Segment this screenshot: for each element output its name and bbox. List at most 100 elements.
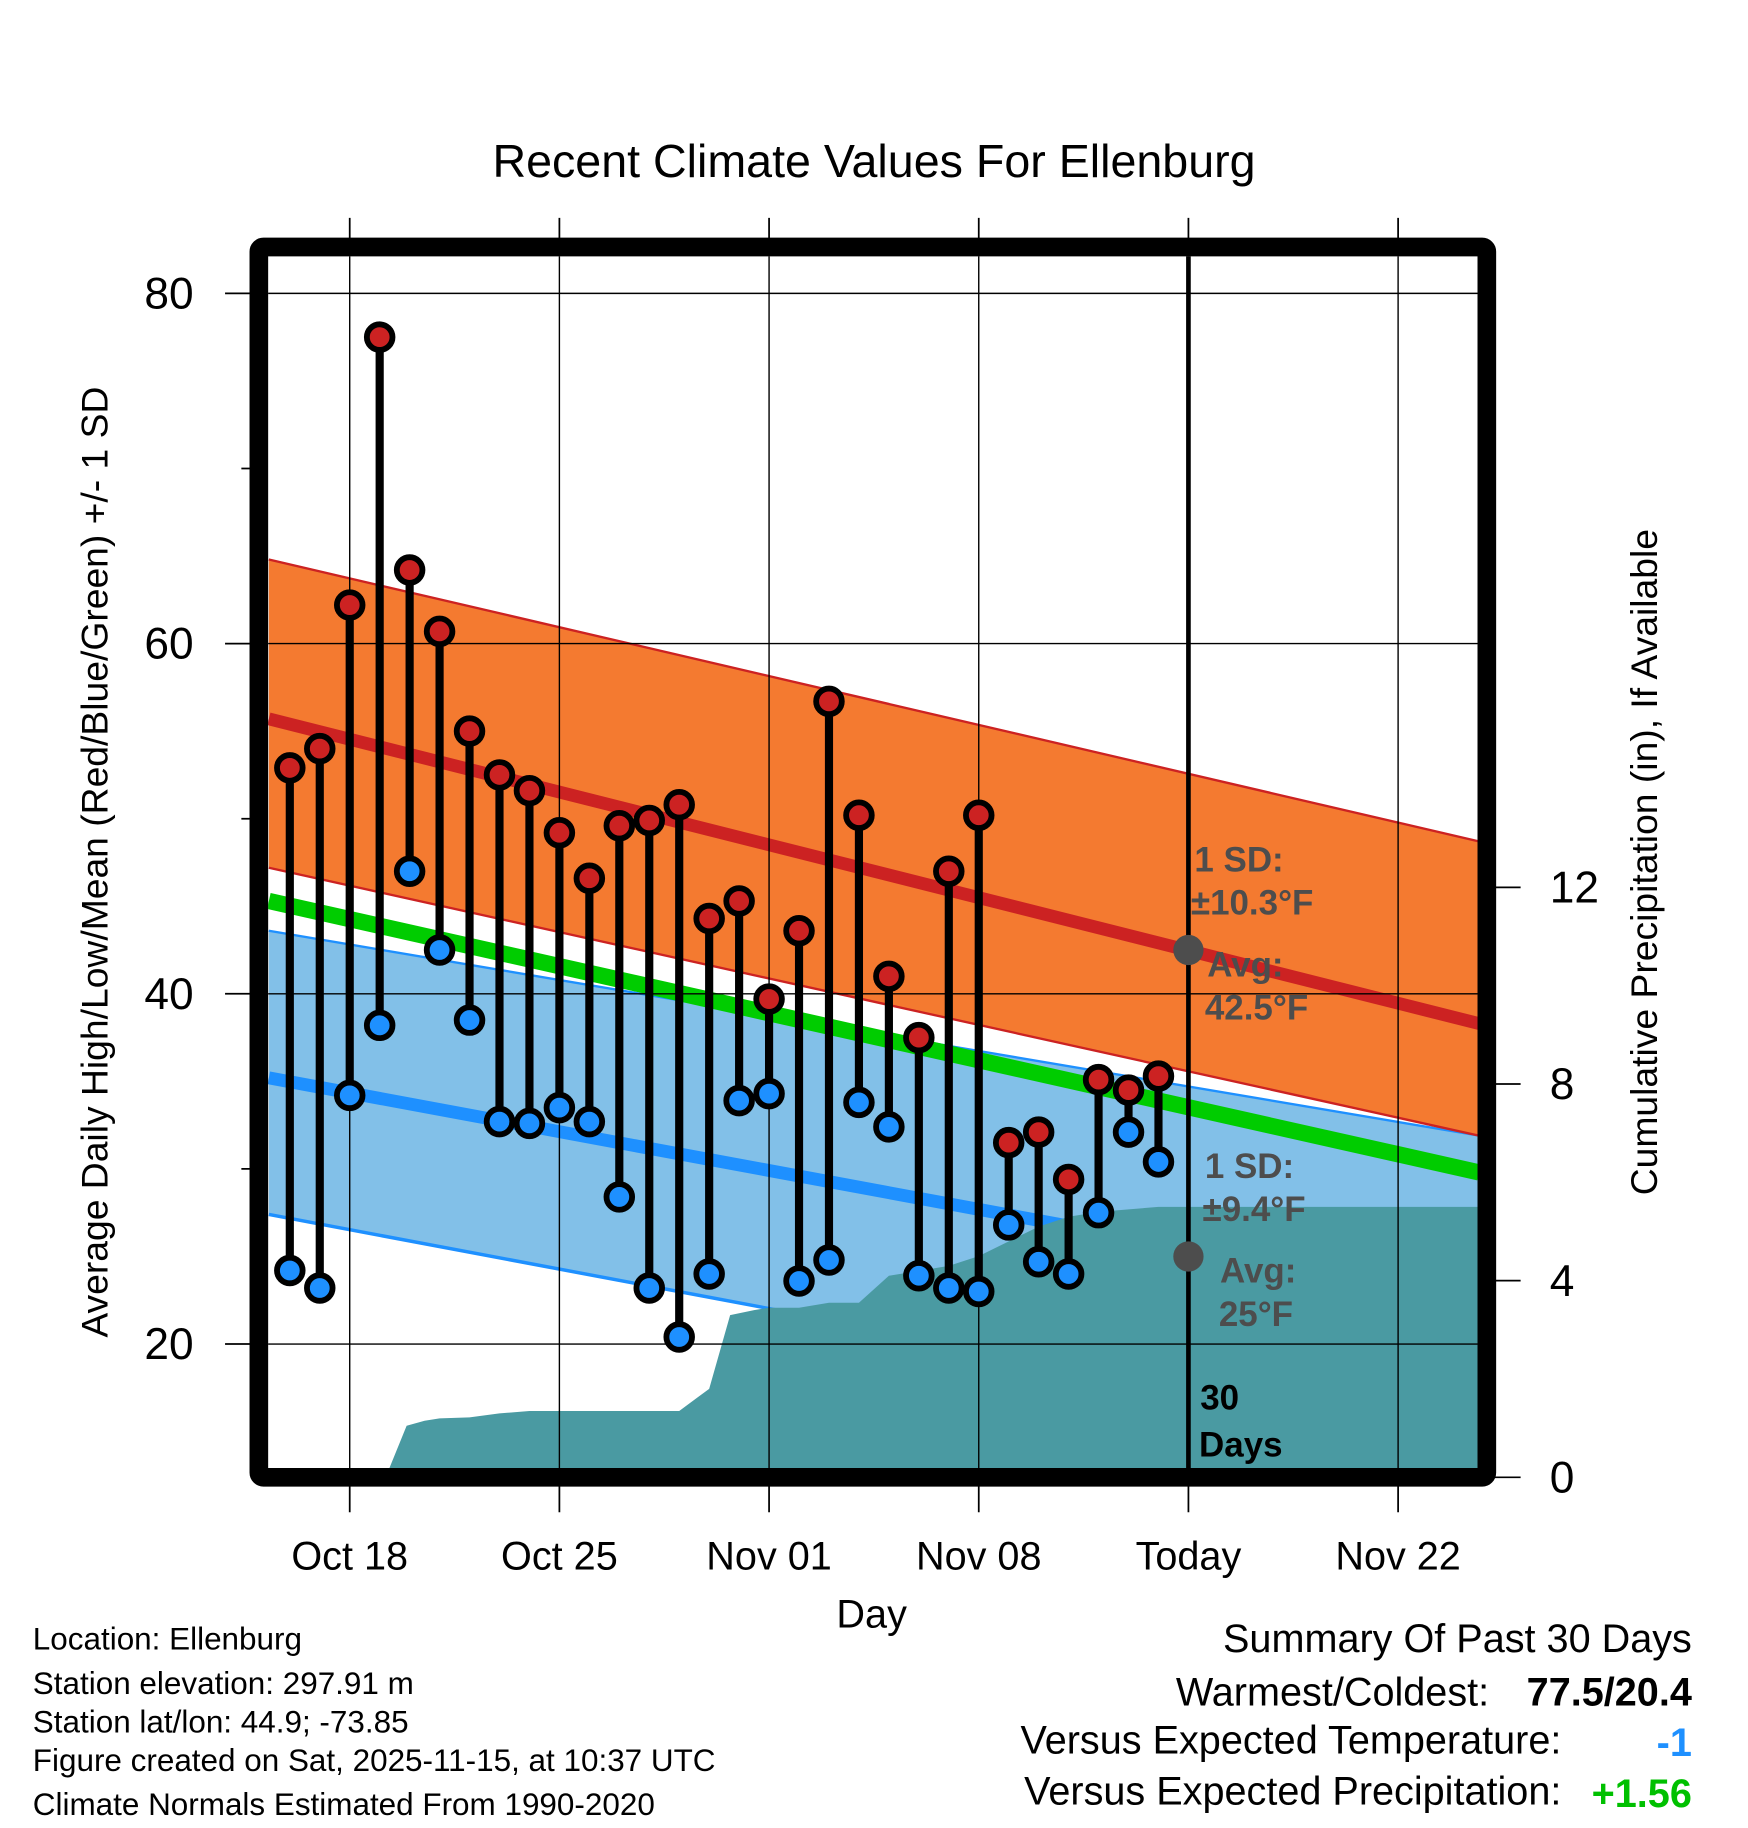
low-avg-value: 25°F bbox=[1219, 1295, 1293, 1334]
precip-label: Versus Expected Precipitation: bbox=[1024, 1770, 1561, 1814]
daily-high-point bbox=[274, 752, 306, 784]
daily-high-point bbox=[783, 915, 815, 947]
plot-frame bbox=[249, 237, 1497, 1487]
summary-title: Summary Of Past 30 Days bbox=[1223, 1617, 1692, 1661]
daily-low-point bbox=[573, 1105, 606, 1138]
annotations: 1 SD: ±10.3°F Avg: 42.5°F 1 SD: ±9.4°F A… bbox=[1191, 840, 1314, 1464]
daily-high-point bbox=[903, 1021, 935, 1054]
x-tick-label: Nov 08 bbox=[916, 1534, 1042, 1578]
high-avg-title: Avg: bbox=[1207, 945, 1283, 984]
y-tick-label: 80 bbox=[144, 270, 193, 319]
precip-area bbox=[388, 1206, 1478, 1471]
daily-low-point bbox=[333, 1079, 366, 1112]
daily-low-point bbox=[813, 1244, 845, 1276]
daily-high-point bbox=[1082, 1063, 1115, 1096]
daily-low-point bbox=[393, 855, 426, 887]
daily-high-point bbox=[873, 960, 905, 993]
daily-high-point bbox=[453, 715, 486, 747]
daily-high-point bbox=[393, 554, 426, 586]
low-sd-title: 1 SD: bbox=[1205, 1147, 1294, 1186]
daily-high-point bbox=[333, 589, 366, 621]
daily-high-point bbox=[992, 1126, 1025, 1159]
low-sd-value: ±9.4°F bbox=[1203, 1190, 1306, 1229]
daily-high-point bbox=[813, 685, 845, 718]
period-unit: Days bbox=[1199, 1425, 1283, 1464]
daily-low-point bbox=[1052, 1258, 1085, 1290]
daily-low-point bbox=[753, 1077, 785, 1110]
daily-low-point bbox=[873, 1111, 905, 1143]
footer-created: Figure created on Sat, 2025-11-15, at 10… bbox=[33, 1743, 716, 1778]
daily-low-point bbox=[603, 1181, 636, 1213]
y2-axis-label: Cumulative Precipitation (in), If Availa… bbox=[1623, 529, 1665, 1195]
daily-low-point bbox=[723, 1084, 755, 1117]
warmest-label: Warmest/Coldest: bbox=[1176, 1671, 1489, 1715]
y2-tick-label: 8 bbox=[1550, 1060, 1575, 1109]
daily-low-point bbox=[513, 1107, 546, 1140]
daily-high-point bbox=[483, 759, 516, 791]
period-number: 30 bbox=[1200, 1379, 1239, 1418]
daily-high-point bbox=[843, 799, 875, 831]
today-avg-high-marker bbox=[1173, 934, 1204, 966]
y2-tick-label: 12 bbox=[1550, 863, 1599, 912]
precip-value: +1.56 bbox=[1592, 1772, 1692, 1816]
summary: Summary Of Past 30 Days Warmest/Coldest:… bbox=[1020, 1617, 1691, 1816]
daily-high-point bbox=[304, 732, 336, 765]
x-tick-label: Nov 22 bbox=[1335, 1534, 1461, 1578]
daily-high-point bbox=[1112, 1074, 1145, 1106]
daily-low-point bbox=[783, 1265, 815, 1297]
daily-low-point bbox=[423, 934, 456, 966]
data-marks bbox=[274, 256, 1204, 1471]
daily-high-point bbox=[633, 804, 665, 837]
high-sd-value: ±10.3°F bbox=[1191, 884, 1314, 923]
daily-low-point bbox=[1022, 1245, 1055, 1278]
daily-high-point bbox=[963, 799, 995, 831]
daily-low-point bbox=[274, 1254, 306, 1287]
low-avg-title: Avg: bbox=[1220, 1252, 1296, 1291]
daily-low-point bbox=[483, 1105, 516, 1138]
daily-low-point bbox=[1082, 1196, 1115, 1229]
x-axis-label: Day bbox=[836, 1593, 907, 1637]
high-sd-title: 1 SD: bbox=[1194, 840, 1283, 879]
daily-low-point bbox=[453, 1004, 486, 1036]
daily-high-point bbox=[753, 983, 785, 1015]
y2-tick-label: 0 bbox=[1550, 1453, 1575, 1502]
daily-low-point bbox=[633, 1272, 665, 1304]
footer-latlon: Station lat/lon: 44.9; -73.85 bbox=[33, 1704, 409, 1739]
footer-normals: Climate Normals Estimated From 1990-2020 bbox=[33, 1787, 655, 1822]
warmest-value: 77.5/20.4 bbox=[1527, 1671, 1692, 1715]
daily-high-point bbox=[933, 855, 965, 887]
daily-low-point bbox=[903, 1260, 935, 1292]
footer: Location: Ellenburg Station elevation: 2… bbox=[33, 1622, 716, 1822]
chart-title: Recent Climate Values For Ellenburg bbox=[492, 135, 1255, 187]
daily-low-point bbox=[933, 1272, 965, 1304]
daily-high-point bbox=[423, 615, 456, 648]
x-tick-label: Oct 18 bbox=[291, 1534, 408, 1578]
x-tick-label: Oct 25 bbox=[501, 1534, 618, 1578]
high-avg-value: 42.5°F bbox=[1205, 988, 1308, 1027]
daily-high-point bbox=[603, 809, 636, 842]
daily-low-point bbox=[363, 1009, 396, 1042]
y-tick-label: 60 bbox=[144, 620, 193, 669]
temp-value: -1 bbox=[1657, 1721, 1692, 1765]
daily-low-point bbox=[543, 1091, 576, 1124]
daily-low-point bbox=[992, 1209, 1025, 1241]
daily-high-point bbox=[693, 902, 725, 935]
y-tick-label: 40 bbox=[144, 970, 193, 1019]
temp-label: Versus Expected Temperature: bbox=[1020, 1718, 1561, 1762]
today-avg-low-marker bbox=[1173, 1241, 1204, 1272]
daily-high-point bbox=[1022, 1116, 1055, 1148]
daily-high-point bbox=[1052, 1163, 1085, 1196]
daily-high-point bbox=[723, 885, 755, 917]
footer-elevation: Station elevation: 297.91 m bbox=[33, 1666, 414, 1701]
daily-low-point bbox=[304, 1272, 336, 1304]
axes: Oct 18 Oct 25 Nov 01 Nov 08 Today Nov 2280604… bbox=[144, 217, 1599, 1578]
daily-high-point bbox=[1142, 1060, 1175, 1092]
daily-high-point bbox=[543, 816, 576, 849]
x-tick-label: Today bbox=[1136, 1534, 1242, 1578]
x-tick-label: Nov 01 bbox=[706, 1534, 832, 1578]
daily-low-point bbox=[963, 1275, 995, 1308]
daily-low-point bbox=[1112, 1116, 1145, 1148]
y-axis-label: Average Daily High/Low/Mean (Red/Blue/Gr… bbox=[73, 387, 115, 1338]
daily-low-point bbox=[693, 1258, 725, 1290]
